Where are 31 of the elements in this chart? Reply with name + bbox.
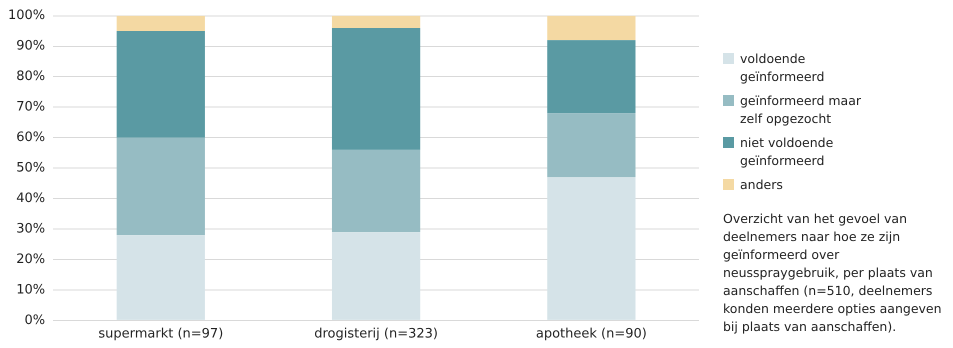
bar [332,150,420,232]
bar [547,177,636,320]
y-tick-label: 100% [8,8,46,24]
bar [332,232,420,320]
bar [332,16,420,28]
x-tick-label: drogisterij (n=323) [314,326,438,342]
y-tick-label: 0% [24,312,46,328]
legend-label: geïnformeerd maar zelf opgezocht [740,92,862,128]
bar [332,28,420,150]
y-tick-label: 20% [16,252,46,267]
y-tick-label: 70% [16,100,46,115]
y-tick-label: 30% [16,221,46,236]
bar [547,40,636,114]
y-tick-label: 50% [16,160,46,176]
bar [547,113,636,178]
y-tick-label: 10% [16,282,46,298]
y-tick-label: 40% [16,190,46,206]
bar [116,31,205,138]
x-tick-label: supermarkt (n=97) [98,326,224,342]
y-tick-label: 90% [16,38,46,54]
bar [116,138,205,236]
legend-label: voldoende geïnformeerd [740,50,826,86]
text: Overzicht van het gevoel van deelnemers naar hoe ze zijn geïnformeerd over neusspraygebruik, per plaats van aanschaffen (n=510, deelnemers konden meerdere opties aangeven bij plaats van aanschaffen). [723,210,943,336]
y-tick-label: 60% [16,130,46,146]
legend-label: niet voldoende geïnformeerd [740,134,834,170]
legend-label: anders [740,176,783,194]
bar [116,16,205,32]
y-tick-label: 80% [16,69,46,84]
x-tick-label: apotheek (n=90) [536,326,647,342]
bar [547,16,636,40]
bar [116,235,205,320]
